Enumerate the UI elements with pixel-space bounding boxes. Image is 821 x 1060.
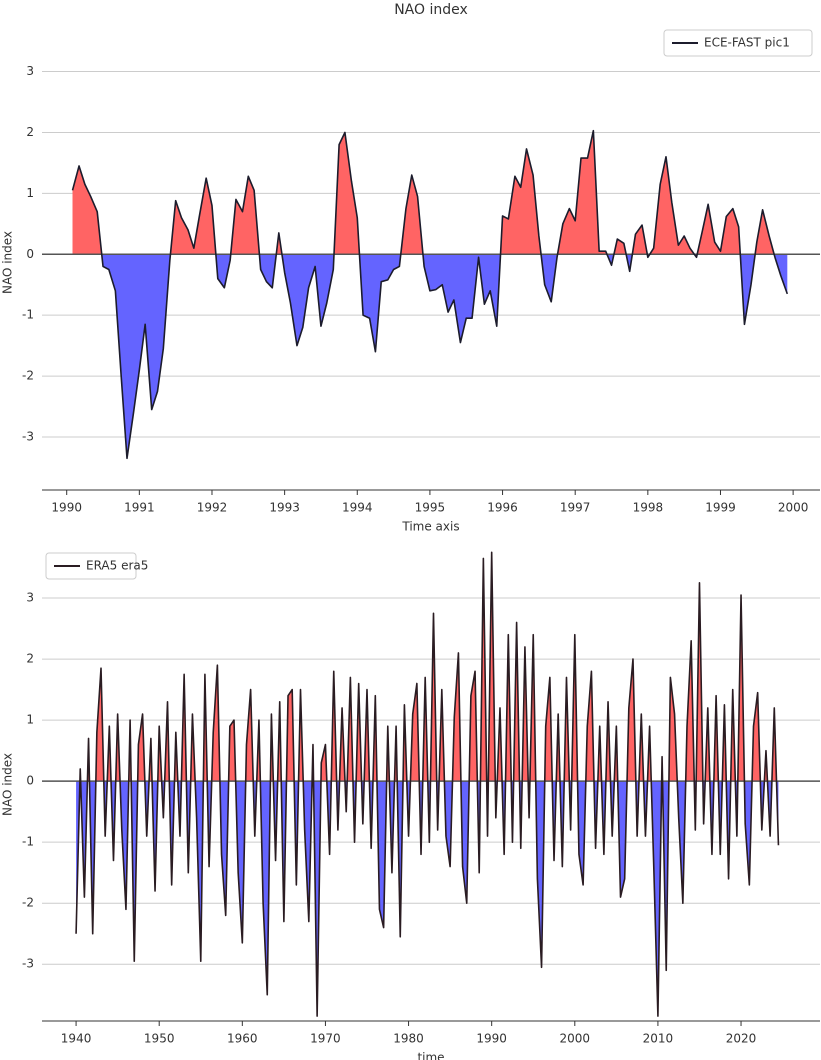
legend-box — [663, 29, 813, 57]
y-tick-label: 2 — [26, 652, 34, 666]
x-tick-label: 2000 — [560, 1032, 591, 1046]
legend-label: ERA5 era5 — [86, 559, 148, 573]
legend-box — [45, 552, 137, 580]
x-tick-label: 1991 — [124, 501, 155, 515]
x-tick-label: 1960 — [227, 1032, 258, 1046]
x-tick-label: 2020 — [726, 1032, 757, 1046]
x-tick-label: 1994 — [342, 501, 373, 515]
x-axis-label: time — [417, 1051, 444, 1060]
y-tick-label: 3 — [26, 64, 34, 78]
y-tick-label: 0 — [26, 247, 34, 261]
y-tick-label: -2 — [22, 896, 34, 910]
x-tick-label: 1996 — [487, 501, 518, 515]
series-line — [75, 551, 780, 1017]
y-tick-label: 1 — [26, 186, 34, 200]
x-tick-label: 1950 — [144, 1032, 175, 1046]
x-tick-label: 1990 — [476, 1032, 507, 1046]
x-tick-label: 2010 — [643, 1032, 674, 1046]
negative-area — [101, 254, 788, 459]
y-tick-label: 0 — [26, 774, 34, 788]
y-tick-label: 2 — [26, 125, 34, 139]
legend-label: ECE-FAST pic1 — [704, 36, 790, 50]
series-line — [71, 129, 789, 460]
x-tick-label: 1993 — [269, 501, 300, 515]
x-tick-label: 1940 — [61, 1032, 92, 1046]
x-tick-label: 1992 — [197, 501, 228, 515]
y-tick-label: 1 — [26, 713, 34, 727]
x-tick-label: 1995 — [415, 501, 446, 515]
x-tick-label: 1970 — [310, 1032, 341, 1046]
x-tick-label: 1980 — [393, 1032, 424, 1046]
y-tick-label: -3 — [22, 957, 34, 971]
x-tick-label: 2000 — [778, 501, 809, 515]
x-axis-label: Time axis — [401, 520, 459, 534]
y-tick-label: -1 — [22, 308, 34, 322]
y-tick-label: -3 — [22, 430, 34, 444]
y-tick-label: -1 — [22, 835, 34, 849]
x-tick-label: 1997 — [560, 501, 591, 515]
y-tick-label: -2 — [22, 369, 34, 383]
y-axis-label: NAO index — [1, 753, 15, 816]
y-tick-label: 3 — [26, 591, 34, 605]
chart-title: NAO index — [394, 2, 468, 18]
x-tick-label: 1998 — [633, 501, 664, 515]
x-tick-label: 1999 — [705, 501, 736, 515]
positive-area — [76, 552, 779, 782]
y-axis-label: NAO index — [1, 231, 15, 294]
x-tick-label: 1990 — [51, 501, 82, 515]
positive-area — [72, 130, 788, 255]
